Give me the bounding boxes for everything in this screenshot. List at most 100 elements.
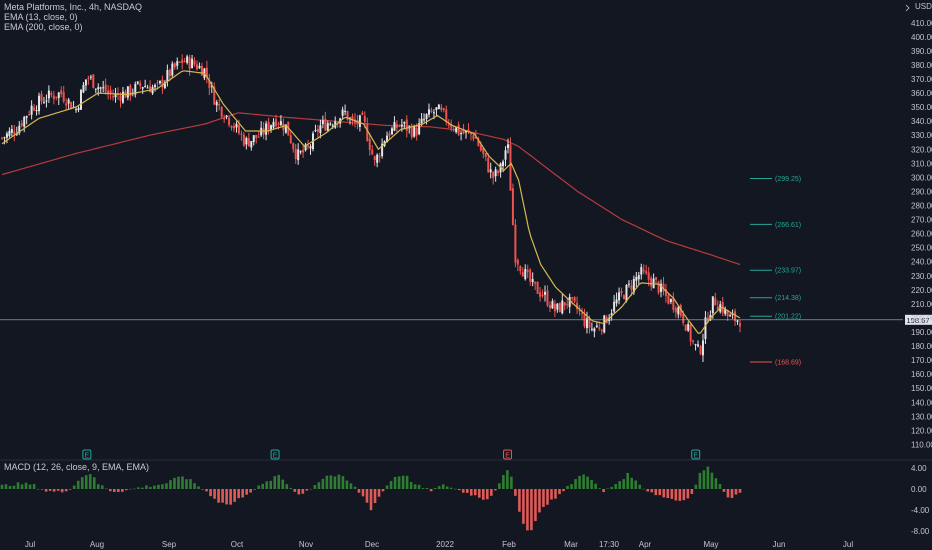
candle-body (18, 125, 21, 134)
macd-bar (233, 489, 236, 502)
candle (18, 121, 21, 136)
candle (657, 280, 660, 295)
macd-bar (389, 480, 393, 489)
candle (403, 121, 406, 129)
macd-legend[interactable]: MACD (12, 26, close, 9, EMA, EMA) (4, 462, 150, 472)
candle (191, 54, 194, 69)
candle (92, 73, 95, 89)
candle (714, 292, 717, 306)
candle (489, 162, 492, 179)
macd-bar (542, 489, 545, 507)
candle-body (467, 129, 470, 132)
candle (642, 264, 645, 275)
candle-body (674, 307, 677, 313)
x-tick-label: Nov (299, 540, 313, 549)
candle-body (146, 87, 149, 89)
macd-bar (377, 489, 381, 497)
candle-body (30, 105, 33, 115)
candle-body (371, 149, 374, 155)
candle (430, 107, 433, 114)
candle (699, 345, 702, 356)
macd-bar (498, 483, 501, 489)
candle (531, 272, 534, 287)
candle (77, 106, 80, 113)
macd-bar (686, 489, 690, 499)
candle-body (166, 70, 169, 82)
macd-bar (393, 476, 397, 489)
candle-body (608, 317, 611, 322)
candle (415, 123, 418, 141)
candle (205, 60, 208, 84)
candle-body (228, 117, 231, 125)
candle (198, 62, 201, 69)
macd-bar (698, 472, 702, 489)
macd-bar (96, 484, 100, 489)
macd-bar (682, 489, 686, 501)
candle-body (233, 125, 236, 129)
candle-body (171, 63, 174, 76)
macd-bar (293, 489, 297, 492)
candle (566, 298, 569, 309)
candle-body (50, 93, 53, 96)
candle-body (99, 87, 102, 89)
candle (20, 119, 23, 128)
symbol-legend[interactable]: Meta Platforms, Inc., 4h, NASDAQ (4, 2, 143, 12)
candle (669, 298, 672, 305)
candle (321, 115, 324, 129)
candle-body (529, 269, 532, 282)
candle (536, 281, 539, 294)
candle (677, 305, 680, 319)
candle-body (67, 99, 70, 104)
candle (553, 299, 556, 317)
candle-body (425, 113, 428, 120)
candle (373, 155, 376, 166)
candle (5, 131, 8, 144)
candle-body (107, 90, 110, 93)
candle (225, 115, 228, 120)
candle (608, 314, 611, 325)
ema200-legend[interactable]: EMA (200, close, 0) (4, 22, 83, 32)
candle-body (613, 301, 616, 312)
macd-bar (654, 489, 658, 496)
macd-bar (566, 485, 569, 489)
candle (316, 124, 319, 138)
candle-body (274, 119, 277, 127)
macd-tick-label: -4.00 (911, 506, 930, 515)
candle-body (23, 116, 26, 127)
macd-bar (165, 483, 168, 489)
candle (302, 145, 305, 158)
candle-body (531, 279, 534, 283)
candle-body (428, 109, 431, 115)
macd-bar (201, 489, 204, 490)
candle-body (252, 135, 255, 142)
candle-body (519, 266, 522, 272)
macd-bar (60, 489, 64, 493)
candle-body (739, 323, 741, 327)
candle (578, 304, 581, 316)
candle-body (489, 169, 492, 173)
axes: 410.00 400.00 390.00 380.00 370.00 360.00 350.… (25, 2, 932, 549)
y-tick-label: 270.00 (911, 216, 932, 225)
macd-bar (72, 485, 76, 489)
candle-body (423, 119, 426, 121)
candle (257, 131, 260, 138)
candle (38, 92, 41, 115)
macd-bar (486, 489, 489, 500)
candle-body (181, 59, 184, 64)
macd-bar (734, 489, 738, 495)
macd-bar (482, 489, 485, 500)
x-tick-label: Jul (843, 540, 853, 549)
candle (309, 144, 312, 155)
candle-body (366, 123, 369, 141)
macd-bar (113, 489, 116, 492)
macd-bar (530, 489, 533, 531)
macd-bar (301, 489, 305, 494)
ema13-legend[interactable]: EMA (13, close, 0) (4, 12, 78, 22)
macd-bar (538, 489, 541, 513)
macd-bar (84, 475, 88, 489)
candle (33, 104, 36, 112)
candle-body (662, 283, 665, 292)
candle (52, 90, 55, 105)
